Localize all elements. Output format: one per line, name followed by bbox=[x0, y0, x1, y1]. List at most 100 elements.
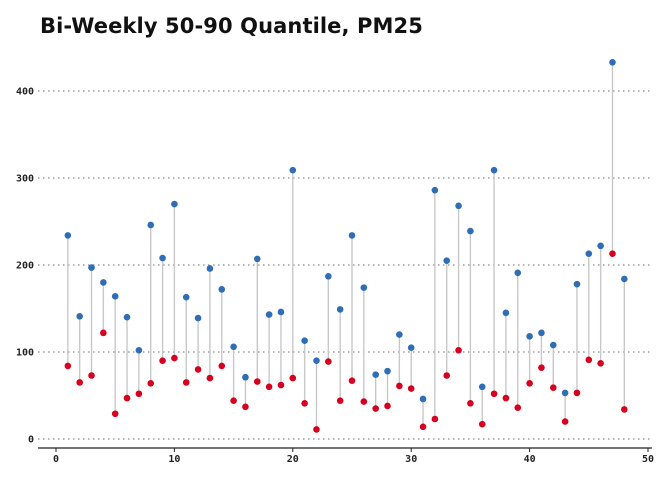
high-point bbox=[242, 373, 249, 381]
high-point bbox=[585, 250, 593, 257]
low-point bbox=[621, 406, 628, 413]
low-point bbox=[171, 354, 178, 362]
high-point bbox=[549, 341, 557, 349]
high-point bbox=[573, 280, 581, 288]
low-point bbox=[384, 402, 391, 410]
low-point bbox=[549, 384, 557, 391]
high-point bbox=[230, 343, 237, 351]
high-point bbox=[325, 273, 332, 280]
high-point bbox=[289, 166, 297, 174]
y-tick-label: 200 bbox=[16, 261, 34, 272]
low-point bbox=[230, 397, 237, 405]
high-point bbox=[419, 395, 427, 403]
low-point bbox=[159, 357, 166, 365]
x-tick-label: 10 bbox=[168, 454, 180, 465]
high-point bbox=[360, 284, 368, 291]
high-point bbox=[467, 227, 474, 235]
high-point bbox=[431, 186, 439, 194]
high-point bbox=[182, 293, 190, 301]
low-point bbox=[372, 405, 379, 412]
low-point bbox=[88, 372, 95, 379]
low-point bbox=[277, 381, 285, 389]
low-point bbox=[443, 372, 451, 379]
low-point bbox=[100, 329, 107, 337]
low-point bbox=[538, 364, 545, 371]
high-point bbox=[621, 275, 628, 283]
high-point bbox=[443, 257, 451, 264]
low-point bbox=[289, 374, 297, 382]
low-point bbox=[182, 379, 190, 386]
x-tick-label: 0 bbox=[53, 454, 59, 465]
high-point bbox=[313, 357, 320, 365]
y-tick-label: 100 bbox=[16, 348, 34, 359]
x-tick-label: 40 bbox=[524, 454, 536, 465]
low-point bbox=[147, 380, 155, 387]
low-point bbox=[325, 358, 332, 365]
y-tick-label: 300 bbox=[16, 174, 34, 185]
high-point bbox=[147, 221, 155, 229]
high-point bbox=[100, 279, 107, 286]
tick-labels: 0 100 200 300 400 0 10 20 30 40 50 bbox=[16, 87, 654, 466]
low-point bbox=[490, 390, 498, 398]
low-point bbox=[111, 410, 119, 418]
low-point bbox=[135, 390, 143, 398]
high-point bbox=[597, 242, 604, 250]
grid-lines bbox=[38, 90, 652, 440]
low-point bbox=[253, 378, 261, 385]
high-point bbox=[526, 333, 533, 340]
high-point bbox=[336, 306, 344, 313]
x-tick-label: 50 bbox=[642, 454, 654, 465]
high-point bbox=[514, 269, 522, 277]
high-point bbox=[561, 389, 569, 397]
high-point bbox=[538, 329, 545, 337]
low-point bbox=[76, 379, 83, 386]
low-point bbox=[467, 400, 474, 407]
high-point bbox=[609, 58, 616, 66]
low-point bbox=[206, 374, 214, 382]
low-point bbox=[419, 423, 427, 431]
low-point bbox=[407, 385, 415, 392]
y-tick-label: 0 bbox=[28, 435, 34, 446]
high-point bbox=[171, 200, 178, 208]
high-point bbox=[218, 286, 226, 293]
high-point bbox=[159, 254, 166, 262]
high-point bbox=[490, 166, 498, 174]
chart-title: Bi-Weekly 50-90 Quantile, PM25 bbox=[40, 14, 423, 38]
low-point bbox=[585, 356, 593, 364]
low-point bbox=[573, 389, 581, 397]
high-point bbox=[407, 344, 415, 351]
high-point bbox=[253, 255, 261, 263]
low-point bbox=[301, 400, 308, 407]
low-point bbox=[194, 366, 202, 373]
high-point bbox=[502, 309, 510, 317]
x-axis bbox=[38, 447, 652, 452]
low-point bbox=[526, 380, 533, 387]
x-tick-label: 30 bbox=[405, 454, 417, 465]
low-point bbox=[431, 415, 439, 423]
low-point bbox=[502, 394, 510, 402]
high-point bbox=[301, 337, 308, 344]
high-point bbox=[265, 311, 273, 318]
high-point bbox=[135, 346, 143, 354]
low-point bbox=[396, 382, 403, 390]
x-tick-label: 20 bbox=[287, 454, 299, 465]
high-point bbox=[478, 383, 486, 391]
high-point bbox=[76, 313, 83, 320]
high-point bbox=[455, 202, 462, 210]
low-point bbox=[514, 404, 522, 411]
low-point bbox=[218, 362, 226, 370]
low-point bbox=[597, 360, 604, 367]
high-point bbox=[88, 264, 95, 271]
low-point bbox=[336, 397, 344, 405]
low-point bbox=[561, 418, 569, 425]
low-point bbox=[609, 250, 616, 257]
high-point bbox=[384, 367, 391, 375]
low-point bbox=[313, 426, 320, 433]
high-point bbox=[348, 232, 356, 239]
high-point bbox=[277, 308, 285, 316]
high-point bbox=[194, 314, 202, 322]
high-point bbox=[123, 313, 131, 321]
y-tick-label: 400 bbox=[16, 87, 34, 98]
high-point bbox=[396, 331, 403, 338]
